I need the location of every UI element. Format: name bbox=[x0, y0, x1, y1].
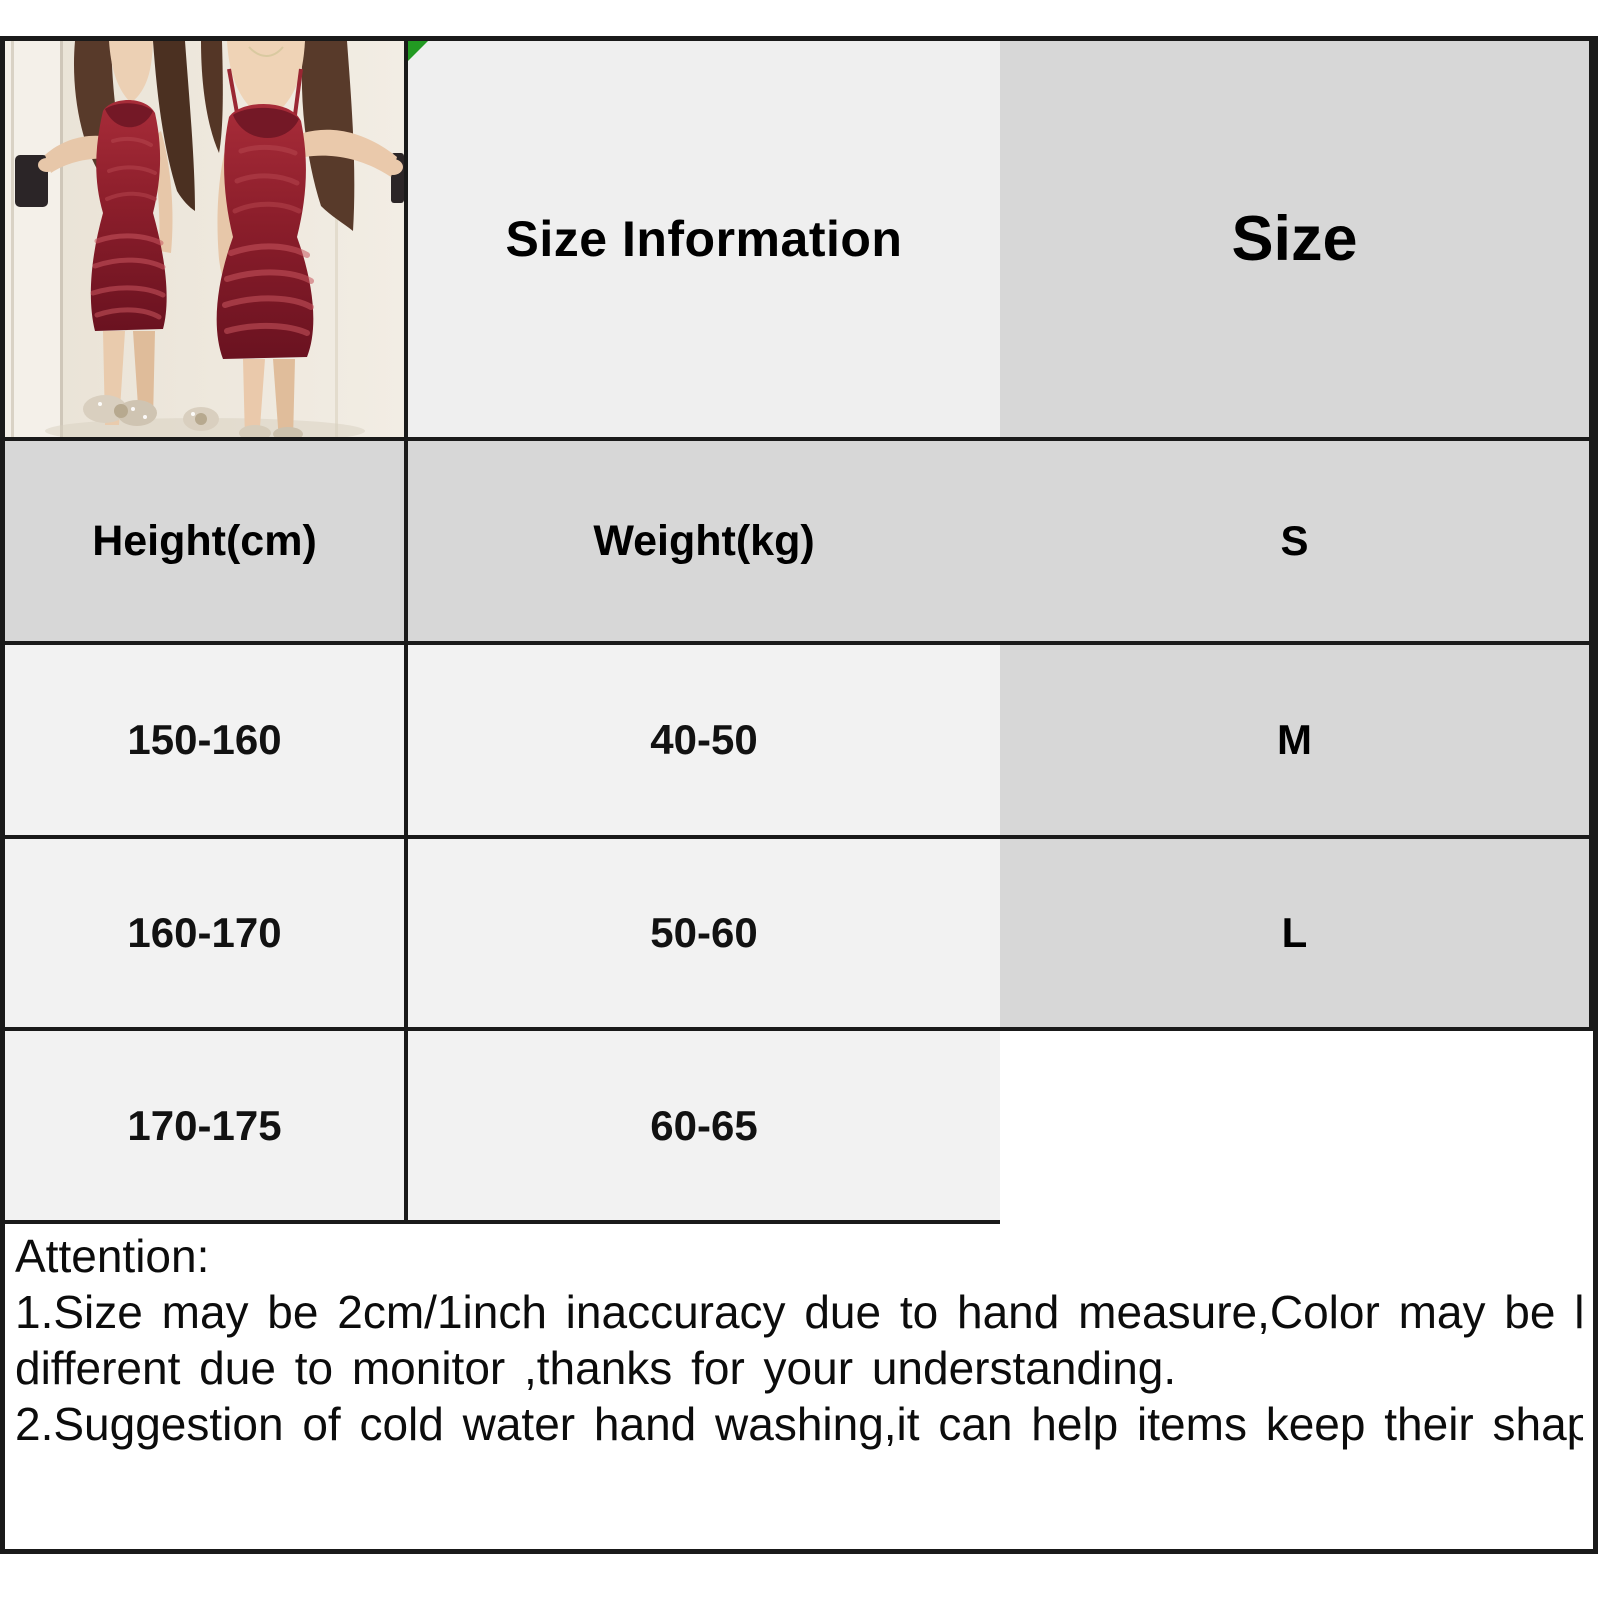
model-left bbox=[38, 41, 195, 426]
column-header-height: Height(cm) bbox=[5, 441, 408, 645]
size-information-table: Size Information Size Height(cm) Weight(… bbox=[0, 36, 1598, 1554]
attention-heading: Attention: bbox=[15, 1230, 210, 1282]
height-value-m: 160-170 bbox=[5, 839, 408, 1031]
attention-section: Attention: 1.Size may be 2cm/1inch inacc… bbox=[5, 1224, 1593, 1549]
page-title: Size Information bbox=[505, 211, 903, 267]
weight-value-m: 50-60 bbox=[408, 839, 1000, 1031]
row-label-m: M bbox=[1000, 645, 1593, 839]
weight-value-s: 40-50 bbox=[408, 645, 1000, 839]
column-header-size: Size bbox=[1000, 41, 1593, 441]
model-right bbox=[183, 41, 403, 437]
corner-marker-icon bbox=[408, 41, 428, 61]
height-value-l: 170-175 bbox=[5, 1031, 408, 1224]
attention-note-1-line-1: 1.Size may be 2cm/1inch inaccuracy due t… bbox=[15, 1286, 1583, 1338]
attention-note-1-line-2: different due to monitor ,thanks for you… bbox=[15, 1342, 1177, 1394]
product-photo-art bbox=[5, 41, 404, 437]
product-photo bbox=[5, 41, 408, 441]
row-label-s: S bbox=[1000, 441, 1593, 645]
weight-value-l: 60-65 bbox=[408, 1031, 1000, 1224]
attention-note-2: 2.Suggestion of cold water hand washing,… bbox=[15, 1398, 1583, 1450]
column-header-weight: Weight(kg) bbox=[408, 441, 1000, 645]
height-value-s: 150-160 bbox=[5, 645, 408, 839]
size-information-header-cell: Size Information bbox=[408, 41, 1000, 441]
row-label-l: L bbox=[1000, 839, 1593, 1031]
